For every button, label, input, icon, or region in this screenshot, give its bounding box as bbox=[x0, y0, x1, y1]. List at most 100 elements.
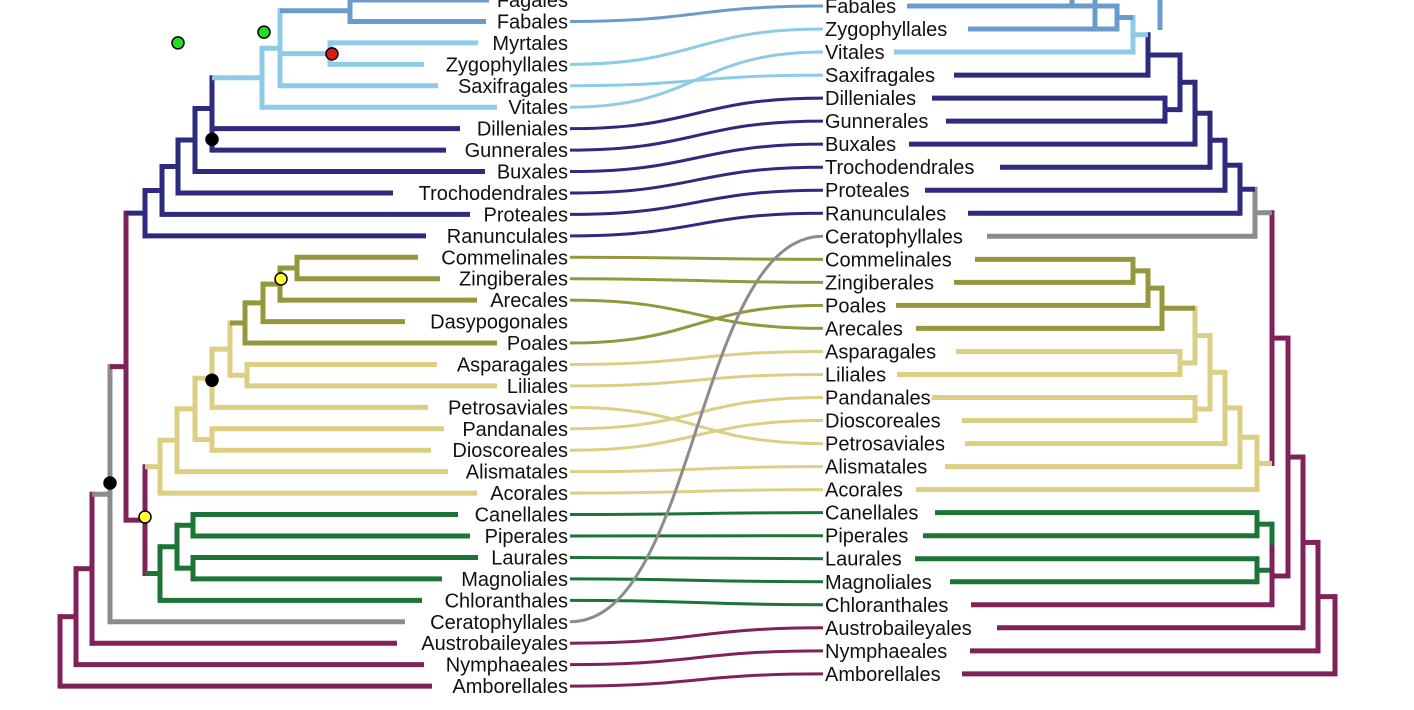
link-ranunculales bbox=[569, 211, 824, 238]
node-marker-black bbox=[205, 373, 219, 387]
link-gunnerales bbox=[569, 119, 824, 152]
link-asparagales bbox=[569, 349, 824, 366]
right-taxon-label: Arecales bbox=[825, 318, 903, 340]
taxon-links bbox=[569, 4, 824, 688]
left-taxon-label: Saxifragales bbox=[458, 76, 568, 98]
left-taxon-label: Poales bbox=[507, 333, 568, 355]
left-taxon-label: Zygophyllales bbox=[446, 54, 568, 76]
node-marker-yellow bbox=[274, 272, 288, 286]
left-taxon-label: Ceratophyllales bbox=[430, 612, 568, 634]
left-taxon-label: Ranunculales bbox=[447, 226, 568, 248]
right-taxon-label: Amborellales bbox=[825, 664, 941, 686]
right-taxon-label: Asparagales bbox=[825, 341, 936, 363]
right-taxon-label: Laurales bbox=[825, 549, 902, 571]
right-taxon-label: Gunnerales bbox=[825, 111, 928, 133]
node-marker-yellow bbox=[138, 510, 152, 524]
link-commelinales bbox=[569, 255, 824, 261]
left-taxon-label: Chloranthales bbox=[445, 590, 568, 612]
link-arecales bbox=[569, 298, 824, 330]
right-taxon-label: Buxales bbox=[825, 134, 896, 156]
left-taxon-label: Amborellales bbox=[452, 676, 568, 698]
left-taxon-label: Alismatales bbox=[466, 462, 568, 484]
link-acorales bbox=[569, 488, 824, 495]
left-taxon-label: Arecales bbox=[490, 290, 568, 312]
right-taxon-label: Dilleniales bbox=[825, 88, 916, 110]
tree-branches bbox=[57, 0, 1338, 689]
link-vitales bbox=[569, 50, 824, 109]
right-taxon-label: Pandanales bbox=[825, 388, 931, 410]
right-taxon-label: Proteales bbox=[825, 180, 910, 202]
left-taxon-label: Proteales bbox=[484, 204, 569, 226]
link-fabales bbox=[569, 4, 824, 23]
left-taxon-label: Buxales bbox=[497, 162, 568, 184]
link-amborellales bbox=[569, 672, 824, 688]
left-taxon-label: Dioscoreales bbox=[452, 440, 568, 462]
right-taxon-label: Piperales bbox=[825, 526, 908, 548]
left-taxon-label: Myrtales bbox=[492, 33, 568, 55]
left-taxon-label: Vitales bbox=[508, 97, 568, 119]
right-taxon-label: Canellales bbox=[825, 503, 918, 525]
link-chloranthales bbox=[569, 598, 824, 607]
link-liliales bbox=[569, 372, 824, 388]
left-taxon-label: Nymphaeales bbox=[446, 655, 568, 677]
right-taxon-label: Fabales bbox=[825, 0, 896, 18]
right-taxon-label: Commelinales bbox=[825, 249, 952, 271]
right-taxon-label: Petrosaviales bbox=[825, 434, 945, 456]
taxon-labels: FagalesFabalesMyrtalesZygophyllalesSaxif… bbox=[417, 0, 977, 700]
link-alismatales bbox=[569, 465, 824, 474]
right-taxon-label: Zygophyllales bbox=[825, 19, 947, 41]
right-taxon-label: Austrobaileyales bbox=[825, 618, 972, 640]
right-taxon-label: Trochodendrales bbox=[825, 157, 974, 179]
right-taxon-label: Zingiberales bbox=[825, 272, 934, 294]
link-trochodendrales bbox=[569, 165, 824, 195]
left-taxon-label: Petrosaviales bbox=[448, 397, 568, 419]
node-marker-black bbox=[205, 132, 219, 147]
link-zingiberales bbox=[569, 277, 824, 284]
left-taxon-label: Pandanales bbox=[462, 419, 568, 441]
link-canellales bbox=[569, 511, 824, 517]
node-marker-green bbox=[171, 36, 185, 50]
link-zygophyllales bbox=[569, 27, 824, 66]
left-taxon-label: Austrobaileyales bbox=[421, 633, 568, 655]
node-marker-black bbox=[103, 476, 117, 490]
left-taxon-label: Commelinales bbox=[441, 247, 568, 269]
left-taxon-label: Zingiberales bbox=[459, 269, 568, 291]
right-taxon-label: Alismatales bbox=[825, 457, 927, 479]
left-taxon-label: Piperales bbox=[485, 526, 568, 548]
left-taxon-label: Dasypogonales bbox=[430, 312, 568, 334]
link-proteales bbox=[569, 188, 824, 216]
left-taxon-label: Acorales bbox=[490, 483, 568, 505]
node-marker-red bbox=[325, 47, 339, 61]
right-taxon-label: Dioscoreales bbox=[825, 411, 941, 433]
link-laurales bbox=[569, 555, 824, 561]
right-taxon-label: Magnoliales bbox=[825, 572, 932, 594]
link-buxales bbox=[569, 142, 824, 174]
left-taxon-label: Laurales bbox=[491, 547, 568, 569]
left-taxon-label: Asparagales bbox=[457, 354, 568, 376]
link-dioscoreales bbox=[569, 419, 824, 452]
right-taxon-label: Ceratophyllales bbox=[825, 226, 963, 248]
left-taxon-label: Fabales bbox=[497, 11, 568, 33]
right-taxon-label: Liliales bbox=[825, 364, 886, 386]
right-taxon-label: Vitales bbox=[825, 42, 885, 64]
link-nymphaeales bbox=[569, 649, 824, 667]
right-taxon-label: Nymphaeales bbox=[825, 641, 947, 663]
right-taxon-label: Ranunculales bbox=[825, 203, 946, 225]
left-taxon-label: Trochodendrales bbox=[419, 183, 568, 205]
link-magnoliales bbox=[569, 577, 824, 584]
link-poales bbox=[569, 303, 824, 345]
left-taxon-label: Canellales bbox=[475, 505, 568, 527]
right-taxon-label: Saxifragales bbox=[825, 65, 935, 87]
node-marker-green bbox=[257, 25, 271, 39]
link-dilleniales bbox=[569, 96, 824, 131]
left-taxon-label: Magnoliales bbox=[461, 569, 568, 591]
node-markers bbox=[103, 25, 339, 524]
link-austrobaileyales bbox=[569, 626, 824, 645]
right-taxon-label: Acorales bbox=[825, 480, 903, 502]
right-taxon-label: Chloranthales bbox=[825, 595, 948, 617]
left-taxon-label: Fagales bbox=[497, 0, 568, 12]
left-taxon-label: Dilleniales bbox=[477, 119, 568, 141]
right-taxon-label: Poales bbox=[825, 295, 886, 317]
